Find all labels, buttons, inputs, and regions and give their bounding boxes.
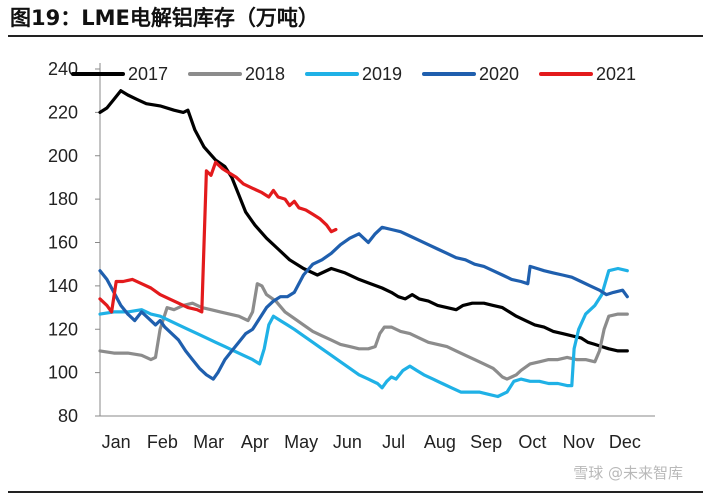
chart-axes: 80 100 120 140 160 180 200 220 240 Jan Feb Mar Apr Ma… [48,59,655,452]
series-line-2018 [98,282,629,381]
legend-label-2019: 2019 [362,64,402,84]
x-tick-label: Jan [102,432,131,452]
y-tick-label: 160 [48,233,78,253]
chart-legend: 2017 2018 2019 2020 2021 [71,64,636,84]
y-tick-label: 140 [48,276,78,296]
y-tick-label: 80 [58,406,78,426]
y-tick-label: 120 [48,319,78,339]
y-tick-label: 100 [48,363,78,383]
x-tick-label: Nov [563,432,595,452]
y-tick-label: 200 [48,146,78,166]
legend-label-2020: 2020 [479,64,519,84]
x-tick-label: Apr [241,432,269,452]
y-tick-label: 180 [48,189,78,209]
series-line-2019 [98,266,629,399]
legend-label-2017: 2017 [128,64,168,84]
x-tick-label: Sep [470,432,502,452]
legend-label-2018: 2018 [245,64,285,84]
line-chart: 80 100 120 140 160 180 200 220 240 Jan Feb Mar Apr Ma… [48,59,655,452]
chart-series [98,89,629,399]
chart-title: 图19：LME电解铝库存（万吨） [10,6,319,30]
x-tick-label: Feb [147,432,178,452]
x-tick-label: Jul [382,432,405,452]
y-tick-label: 240 [48,59,78,79]
series-line-2020 [98,225,629,381]
y-tick-label: 220 [48,102,78,122]
watermark: 雪球 @未来智库 [573,464,683,482]
bottom-rule [8,491,703,493]
x-tick-label: Oct [518,432,546,452]
x-tick-label: Jun [333,432,362,452]
series-line-2017 [98,89,629,353]
title-rule [8,35,703,37]
series-line-2021 [98,160,338,314]
legend-label-2021: 2021 [596,64,636,84]
x-tick-label: Mar [193,432,224,452]
x-tick-label: Aug [424,432,456,452]
x-tick-label: May [284,432,318,452]
x-tick-label: Dec [609,432,641,452]
